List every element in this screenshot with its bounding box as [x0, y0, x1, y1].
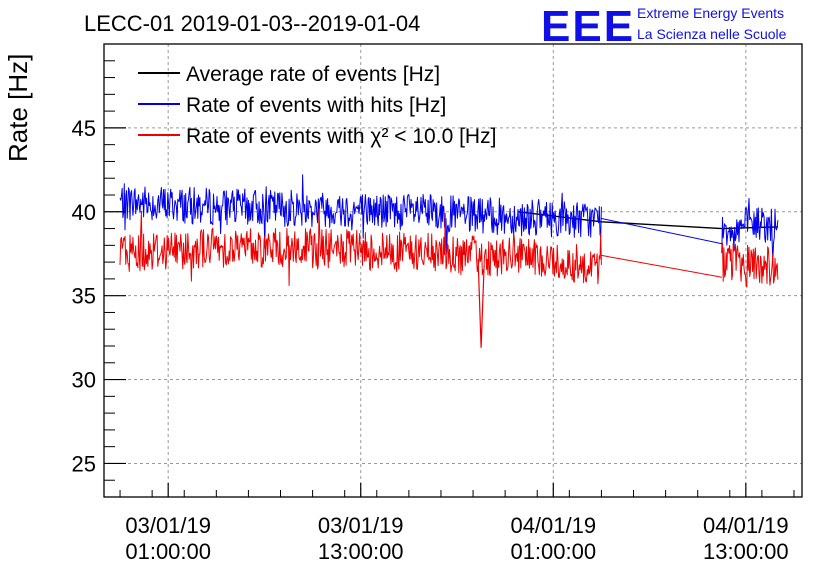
- y-tick-label: 30: [72, 368, 96, 393]
- y-tick-label: 45: [72, 116, 96, 141]
- legend-label: Rate of events with hits [Hz]: [186, 94, 446, 117]
- series-line: [721, 197, 779, 263]
- logo-mark: EEE: [541, 2, 635, 51]
- series-line: [119, 208, 602, 286]
- series-line: [518, 211, 778, 230]
- x-tick-label-time: 13:00:00: [703, 539, 789, 564]
- x-tick-label-time: 13:00:00: [318, 539, 404, 564]
- x-tick-label-time: 01:00:00: [510, 539, 596, 564]
- x-tick-label-time: 01:00:00: [125, 539, 211, 564]
- chart-title: LECC-01 2019-01-03--2019-01-04: [84, 11, 420, 36]
- y-axis-title: Rate [Hz]: [3, 54, 33, 162]
- legend-label: Average rate of events [Hz]: [186, 63, 440, 86]
- series-line: [601, 218, 722, 245]
- series-line: [601, 254, 722, 278]
- x-tick-label-date: 03/01/19: [318, 513, 404, 538]
- y-tick-label: 40: [72, 200, 96, 225]
- logo-line2: La Scienza nelle Scuole: [637, 26, 787, 42]
- series-dip: [477, 258, 485, 348]
- plot-area: [119, 174, 779, 348]
- y-tick-label: 25: [72, 451, 96, 476]
- series-line: [721, 242, 779, 288]
- x-tick-label-date: 04/01/19: [703, 513, 789, 538]
- axes: 253035404503/01/1901:00:0003/01/1913:00:…: [72, 60, 795, 564]
- x-tick-label-date: 04/01/19: [510, 513, 596, 538]
- series-line: [119, 174, 602, 255]
- eee-logo: EEE Extreme Energy Events La Scienza nel…: [541, 2, 787, 51]
- legend: Average rate of events [Hz] Rate of event…: [138, 63, 496, 148]
- legend-label: Rate of events with χ² < 10.0 [Hz]: [186, 125, 496, 148]
- y-tick-label: 35: [72, 284, 96, 309]
- x-tick-label-date: 03/01/19: [125, 513, 211, 538]
- plot-frame: [103, 43, 803, 498]
- logo-line1: Extreme Energy Events: [637, 5, 784, 21]
